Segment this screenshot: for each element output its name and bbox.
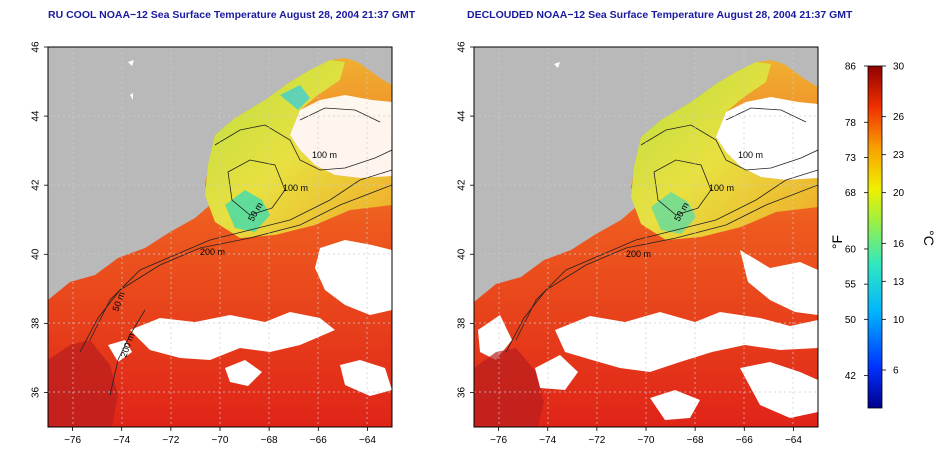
fahrenheit-tick-label: 42 [845,371,857,382]
right-cloud-bottom [650,390,700,420]
left-map-title: RU COOL NOAA−12 Sea Surface Temperature … [48,9,416,21]
right-lon-tick-label: −68 [687,435,704,446]
right-lat-tick-label: 36 [457,386,468,398]
right-coastal-dark [474,348,544,427]
right-cloud-sw [535,355,578,390]
left-lat-tick-label: 44 [31,110,42,122]
right-lat-tick-label: 46 [457,41,468,53]
left-coastal-dark [48,340,118,427]
right-axes: −76 −74 −72 −70 −68 −66 −64 36 38 40 42 44 46 [457,41,803,446]
right-north-water [631,62,818,240]
left-fundy-cyan [280,85,310,110]
right-cloud-coast [478,315,512,360]
left-contour-label: 100 m [312,150,337,160]
colorbar-gradient [867,65,883,409]
left-axes: −76 −74 −72 −70 −68 −66 −64 36 38 40 42 44 46 [31,41,377,446]
left-cloud-se [340,360,392,396]
left-lat-tick-label: 36 [31,386,42,398]
right-map-title: DECLOUDED NOAA−12 Sea Surface Temperatur… [467,9,853,21]
fahrenheit-tick-label: 60 [845,244,857,255]
right-contour-label: 100 m [709,183,734,193]
left-lat-tick-label: 40 [31,248,42,260]
right-lat-tick-label: 40 [457,248,468,260]
left-contour-label: 200 m [200,247,225,257]
right-contour-label: 200 m [626,249,651,259]
celsius-tick-label: 20 [893,188,905,199]
right-lake-white [554,62,560,68]
fahrenheit-unit-label: °F [829,235,845,249]
left-graticule [48,47,392,427]
right-graticule [474,47,818,427]
right-lon-tick-label: −64 [785,435,802,446]
right-map-panel: 100 m 100 m 50 m 200 m −76 −74 −72 −70 −68 −6… [457,41,819,446]
left-lon-tick-label: −76 [64,435,81,446]
celsius-tick-label: 26 [893,112,905,123]
left-lat-tick-label: 42 [31,179,42,191]
left-cloud-ctr [225,360,262,386]
colorbar: 30 26 23 20 16 13 10 6 86 78 73 68 60 55 50 42 °F °C [829,62,937,409]
left-bathymetry-contours [79,107,392,396]
right-cloud-south [555,312,818,372]
left-north-water [205,60,392,238]
right-lon-tick-label: −74 [539,435,556,446]
left-cloud-sw [108,340,132,362]
right-lon-tick-label: −70 [638,435,655,446]
left-lon-tick-label: −70 [212,435,229,446]
right-lon-tick-label: −76 [490,435,507,446]
fahrenheit-tick-label: 55 [845,280,857,291]
right-cloud-se [740,362,818,418]
fahrenheit-tick-label: 78 [845,118,857,129]
fahrenheit-tick-label: 68 [845,188,857,199]
left-lat-tick-label: 46 [31,41,42,53]
celsius-unit-label: °C [921,230,937,246]
left-lat-tick-label: 38 [31,317,42,329]
left-map-panel: 100 m 100 m 50 m 200 m 50 m 200 m −76 −74… [31,41,393,446]
left-contour-label: 100 m [283,183,308,193]
right-lat-tick-label: 44 [457,110,468,122]
fahrenheit-tick-label: 86 [845,62,857,73]
celsius-tick-label: 10 [893,315,905,326]
left-lon-tick-label: −66 [310,435,327,446]
celsius-tick-label: 30 [893,62,905,73]
left-cloud-south [130,312,335,360]
fahrenheit-tick-label: 73 [845,153,857,164]
left-lake-2 [130,93,133,100]
celsius-tick-label: 16 [893,239,905,250]
right-cloud-east [740,250,818,315]
right-cloud-shelf [716,97,818,180]
colorbar-ticks: 30 26 23 20 16 13 10 6 86 78 73 68 60 55 50 42 [845,62,905,383]
left-lon-tick-label: −72 [162,435,179,446]
left-lon-tick-label: −68 [261,435,278,446]
left-lake-white [128,60,134,66]
celsius-tick-label: 23 [893,150,905,161]
fahrenheit-tick-label: 50 [845,315,857,326]
left-lon-tick-label: −74 [113,435,130,446]
right-lat-tick-label: 42 [457,179,468,191]
celsius-tick-label: 6 [893,366,899,377]
right-lon-tick-label: −72 [588,435,605,446]
celsius-tick-label: 13 [893,277,905,288]
left-lon-tick-label: −64 [359,435,376,446]
right-lon-tick-label: −66 [736,435,753,446]
left-gulf-maine-cyan [225,190,270,232]
left-cloud-east [315,240,392,315]
right-bathymetry-contours [505,107,818,353]
right-lat-tick-label: 38 [457,317,468,329]
right-contour-label: 100 m [738,150,763,160]
